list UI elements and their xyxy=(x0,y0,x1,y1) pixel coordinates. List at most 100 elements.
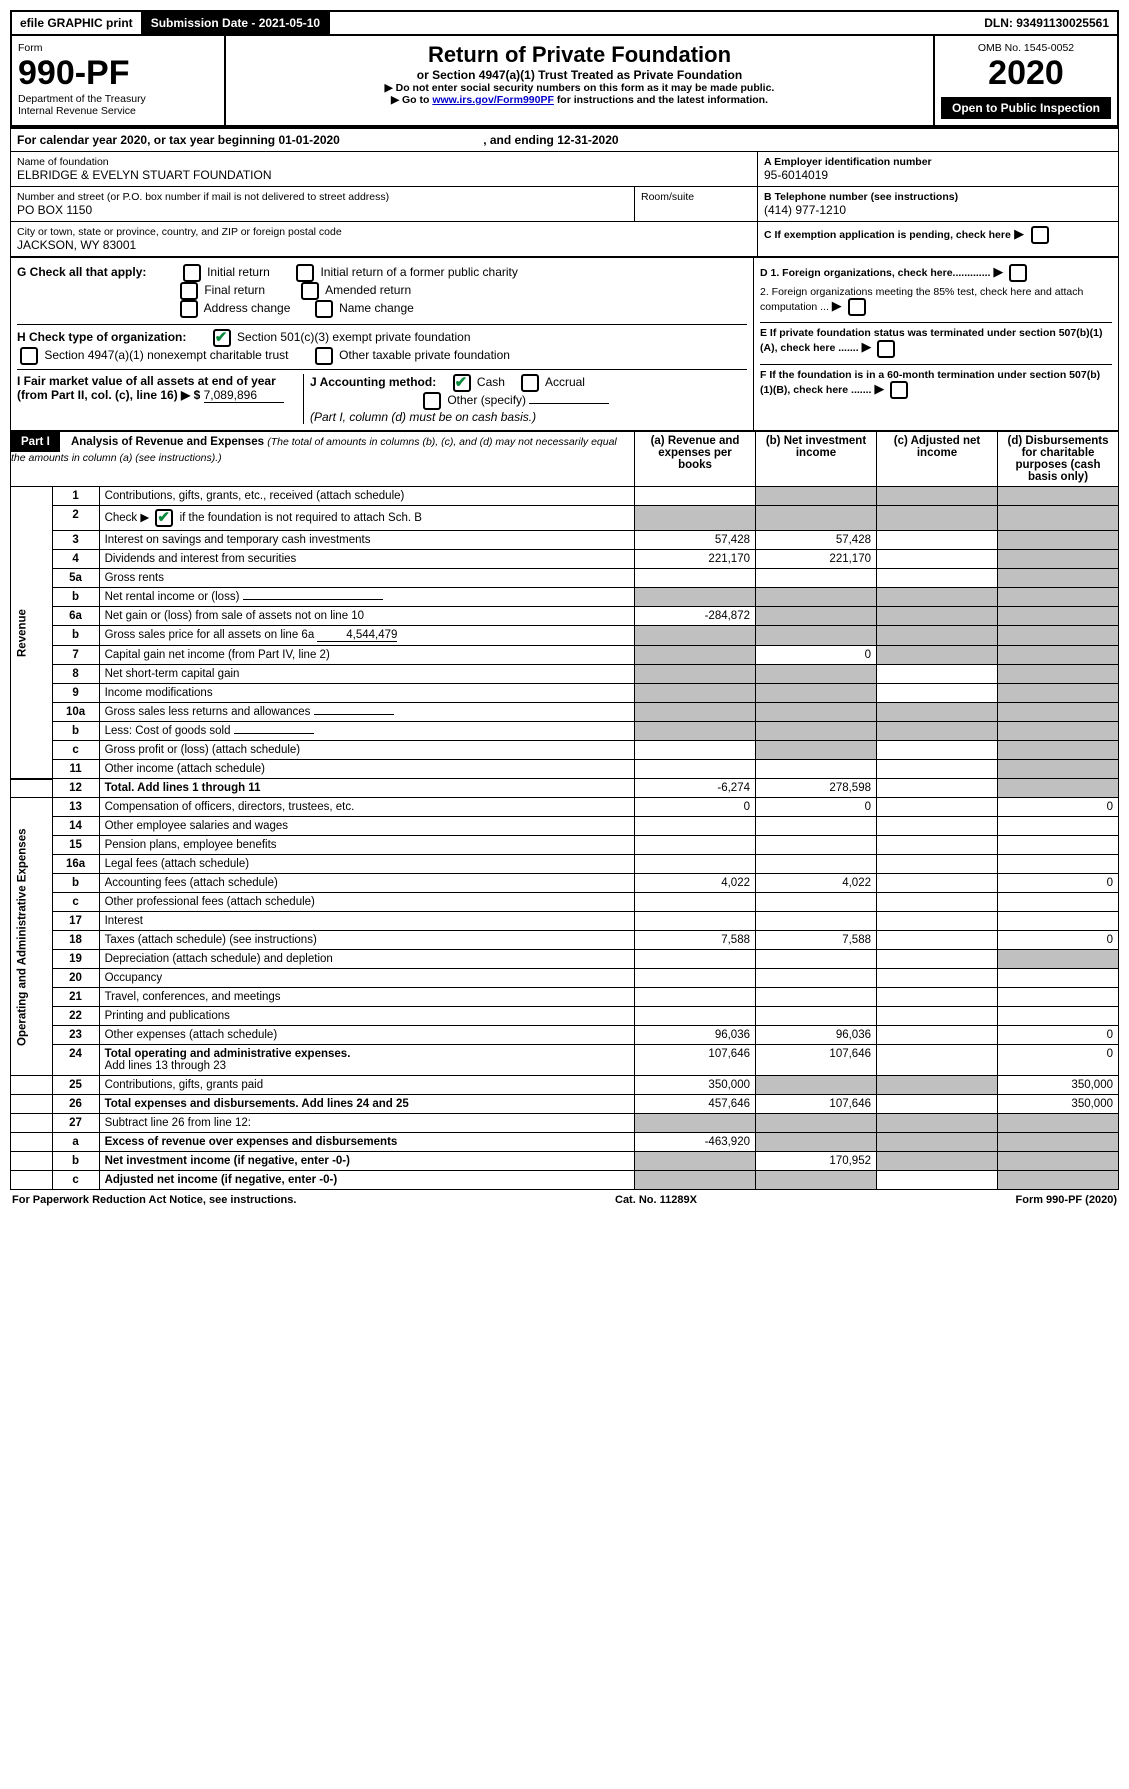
f-label: F If the foundation is in a 60-month ter… xyxy=(760,369,1100,396)
r2-checkbox[interactable] xyxy=(155,509,173,527)
row-desc: Capital gain net income (from Part IV, l… xyxy=(99,646,634,665)
row-desc: Contributions, gifts, grants paid xyxy=(99,1076,634,1095)
part1-header-row: Part I Analysis of Revenue and Expenses … xyxy=(11,432,1119,487)
g-row: G Check all that apply: Initial return I… xyxy=(17,264,747,318)
cell-b: 57,428 xyxy=(756,531,877,550)
submission-date: Submission Date - 2021-05-10 xyxy=(143,12,330,34)
j-cash-label: Cash xyxy=(477,375,505,389)
r6b-value: 4,544,479 xyxy=(317,629,397,642)
r10a-field[interactable] xyxy=(314,714,394,715)
row-desc: Total operating and administrative expen… xyxy=(99,1045,634,1076)
addrchange-checkbox[interactable] xyxy=(180,300,198,318)
r10b-field[interactable] xyxy=(234,733,314,734)
phone-label: B Telephone number (see instructions) xyxy=(764,191,1112,203)
row-num: c xyxy=(52,741,99,760)
irs-link[interactable]: www.irs.gov/Form990PF xyxy=(432,94,554,106)
j-other-checkbox[interactable] xyxy=(423,392,441,410)
note2-suffix: for instructions and the latest informat… xyxy=(557,94,768,106)
row-desc: Gross sales less returns and allowances xyxy=(99,703,634,722)
row-desc: Subtract line 26 from line 12: xyxy=(99,1114,634,1133)
cell-b: 107,646 xyxy=(756,1045,877,1076)
row-num: 26 xyxy=(52,1095,99,1114)
form-subtitle: or Section 4947(a)(1) Trust Treated as P… xyxy=(232,68,927,82)
addr-value: PO BOX 1150 xyxy=(17,203,628,217)
addr-label: Number and street (or P.O. box number if… xyxy=(17,191,628,203)
row-desc: Accounting fees (attach schedule) xyxy=(99,874,634,893)
row-desc: Dividends and interest from securities xyxy=(99,550,634,569)
dln-label: DLN: 93491130025561 xyxy=(976,12,1117,34)
row-desc: Adjusted net income (if negative, enter … xyxy=(99,1171,634,1190)
row-num: 22 xyxy=(52,1007,99,1026)
d2-label: 2. Foreign organizations meeting the 85%… xyxy=(760,286,1083,313)
amended-checkbox[interactable] xyxy=(301,282,319,300)
initial-label: Initial return xyxy=(207,265,270,279)
row-desc: Occupancy xyxy=(99,969,634,988)
cell-a: -284,872 xyxy=(635,607,756,626)
arrow-icon: ▶ xyxy=(1014,226,1024,241)
col-b-header: (b) Net investment income xyxy=(756,432,877,487)
ein-label: A Employer identification number xyxy=(764,156,1112,168)
row-desc: Net rental income or (loss) xyxy=(99,588,634,607)
j-block: J Accounting method: Cash Accrual Other … xyxy=(304,374,747,424)
table-row: 19Depreciation (attach schedule) and dep… xyxy=(11,950,1119,969)
form-note2: ▶ Go to www.irs.gov/Form990PF for instru… xyxy=(232,94,927,106)
r5b-text: Net rental income or (loss) xyxy=(105,591,240,603)
namechange-checkbox[interactable] xyxy=(315,300,333,318)
row-num: 2 xyxy=(52,506,99,531)
row-num: b xyxy=(52,588,99,607)
j-cash-checkbox[interactable] xyxy=(453,374,471,392)
d1-checkbox[interactable] xyxy=(1009,264,1027,282)
table-row: 15Pension plans, employee benefits xyxy=(11,836,1119,855)
r5b-field[interactable] xyxy=(243,599,383,600)
row-num: 14 xyxy=(52,817,99,836)
table-row: a Excess of revenue over expenses and di… xyxy=(11,1133,1119,1152)
h-4947-checkbox[interactable] xyxy=(20,347,38,365)
part1-badge: Part I xyxy=(11,432,60,452)
table-row: 12 Total. Add lines 1 through 11 -6,274 … xyxy=(11,779,1119,798)
ghij-block: G Check all that apply: Initial return I… xyxy=(11,258,754,430)
initial-checkbox[interactable] xyxy=(183,264,201,282)
phone-value: (414) 977-1210 xyxy=(764,203,1112,217)
i-value: 7,089,896 xyxy=(204,388,284,403)
cell-b: 0 xyxy=(756,646,877,665)
col-d-header: (d) Disbursements for charitable purpose… xyxy=(998,432,1119,487)
e-checkbox[interactable] xyxy=(877,340,895,358)
footer-center: Cat. No. 11289X xyxy=(615,1194,697,1206)
row-num: 20 xyxy=(52,969,99,988)
c-checkbox[interactable] xyxy=(1031,226,1049,244)
foundation-name: ELBRIDGE & EVELYN STUART FOUNDATION xyxy=(17,168,751,182)
final-checkbox[interactable] xyxy=(180,282,198,300)
h-501c3-label: Section 501(c)(3) exempt private foundat… xyxy=(237,330,470,344)
cell-b: 4,022 xyxy=(756,874,877,893)
table-row: 25 Contributions, gifts, grants paid 350… xyxy=(11,1076,1119,1095)
cell-a: 57,428 xyxy=(635,531,756,550)
h-501c3-checkbox[interactable] xyxy=(213,329,231,347)
cell-b: 170,952 xyxy=(756,1152,877,1171)
d2-checkbox[interactable] xyxy=(848,298,866,316)
j-other-field[interactable] xyxy=(529,403,609,404)
row-num: 4 xyxy=(52,550,99,569)
table-row: 11 Other income (attach schedule) xyxy=(11,760,1119,779)
cell-a: 4,022 xyxy=(635,874,756,893)
table-row: 23 Other expenses (attach schedule) 96,0… xyxy=(11,1026,1119,1045)
row-desc: Travel, conferences, and meetings xyxy=(99,988,634,1007)
row-desc: Other income (attach schedule) xyxy=(99,760,634,779)
row-desc: Interest xyxy=(99,912,634,931)
row-num: 11 xyxy=(52,760,99,779)
cell-d: 0 xyxy=(998,1026,1119,1045)
row-num: 13 xyxy=(52,798,99,817)
initial-former-checkbox[interactable] xyxy=(296,264,314,282)
ein-value: 95-6014019 xyxy=(764,168,1112,182)
e-row: E If private foundation status was termi… xyxy=(760,322,1112,357)
j-accrual-checkbox[interactable] xyxy=(521,374,539,392)
row-num: a xyxy=(52,1133,99,1152)
f-checkbox[interactable] xyxy=(890,381,908,399)
row-num: 24 xyxy=(52,1045,99,1076)
table-row: 10a Gross sales less returns and allowan… xyxy=(11,703,1119,722)
final-label: Final return xyxy=(204,283,265,297)
row-num: b xyxy=(52,1152,99,1171)
form-title: Return of Private Foundation xyxy=(232,42,927,68)
j-label: J Accounting method: xyxy=(310,375,436,389)
h-other-checkbox[interactable] xyxy=(315,347,333,365)
initial-former-label: Initial return of a former public charit… xyxy=(320,265,517,279)
